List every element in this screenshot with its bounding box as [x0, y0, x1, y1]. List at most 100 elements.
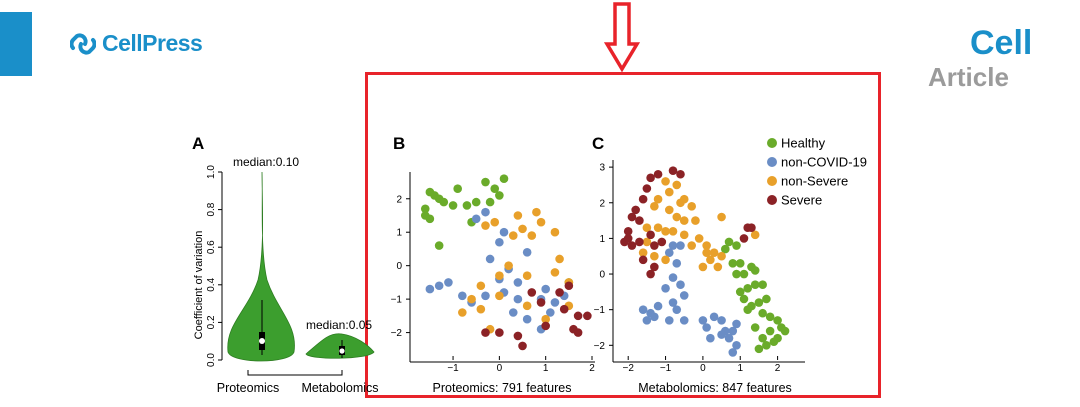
b-point-severe [518, 341, 527, 351]
c-point-non-severe [702, 241, 711, 250]
c-point-non-covid-19 [698, 316, 708, 325]
c-y-tick-label: 2 [599, 198, 605, 209]
c-point-severe [646, 230, 655, 240]
c-point-healthy [754, 344, 764, 354]
legend-swatch-non-covid-19 [767, 157, 777, 167]
median-label-proteomics: median:0.10 [233, 155, 299, 169]
c-point-non-severe [672, 180, 682, 190]
b-point-healthy [430, 191, 439, 200]
b-point-healthy [434, 241, 444, 250]
b-point-severe [527, 288, 537, 297]
b-point-healthy [490, 184, 500, 194]
b-point-severe [559, 304, 569, 314]
c-point-non-covid-19 [661, 283, 670, 293]
c-point-non-severe [668, 226, 678, 236]
c-point-non-covid-19 [650, 312, 659, 322]
c-point-non-severe [702, 248, 711, 257]
c-point-non-covid-19 [732, 341, 741, 350]
b-point-non-covid-19 [485, 254, 495, 264]
b-point-non-severe [522, 271, 532, 281]
a-y-tick-label: 0.0 [206, 353, 217, 367]
metabolomics-violin [305, 333, 375, 359]
b-point-non-severe [522, 301, 532, 311]
b-point-non-severe [458, 308, 467, 317]
c-point-severe [646, 269, 655, 279]
c-point-severe [638, 255, 648, 265]
c-point-healthy [758, 333, 767, 343]
c-point-non-covid-19 [664, 248, 674, 257]
c-point-non-covid-19 [668, 241, 678, 250]
b-point-non-covid-19 [481, 291, 490, 301]
b-point-non-severe [467, 294, 476, 304]
b-point-non-severe [476, 281, 486, 291]
b-point-healthy [453, 184, 462, 194]
link-icon [70, 32, 96, 55]
b-point-non-severe [495, 291, 504, 301]
c-point-non-covid-19 [668, 273, 678, 282]
c-point-non-severe [672, 212, 682, 222]
b-point-non-covid-19 [444, 278, 453, 287]
panel-a: A Coefficient of variation 0.00.20.40.60… [192, 134, 379, 395]
b-point-non-covid-19 [425, 284, 435, 294]
b-point-healthy [485, 197, 495, 207]
c-x-tick-label: 0 [700, 363, 706, 374]
b-point-non-severe [532, 207, 541, 217]
c-point-severe [627, 241, 637, 250]
b-point-non-covid-19 [481, 207, 490, 217]
b-point-non-covid-19 [499, 227, 509, 237]
c-point-non-severe [664, 187, 674, 197]
c-point-non-covid-19 [709, 312, 719, 322]
panel-c-label: C [592, 134, 604, 153]
panel-c: C −2 −1 0 1 2 −2 −1 0 1 2 3 Metabolomics: 847 feat… [592, 134, 867, 395]
c-point-non-severe [642, 223, 652, 233]
b-x-tick-label: −1 [447, 363, 459, 374]
c-point-healthy [739, 269, 749, 279]
b-x-tick-label: 0 [497, 363, 503, 374]
b-point-healthy [499, 174, 509, 183]
legend-label-healthy: Healthy [781, 136, 826, 151]
legend-label-non-covid-19: non-COVID-19 [781, 155, 867, 170]
c-point-healthy [750, 266, 760, 275]
c-point-non-severe [706, 255, 715, 265]
b-point-non-covid-19 [471, 214, 481, 224]
c-point-severe [642, 184, 652, 193]
b-point-non-covid-19 [458, 291, 467, 301]
b-point-non-severe [495, 271, 504, 281]
c-point-healthy [732, 269, 741, 279]
b-point-severe [541, 321, 550, 331]
c-y-tick-label: −1 [594, 305, 606, 316]
c-y-tick-label: −2 [594, 341, 606, 352]
c-point-non-covid-19 [706, 333, 715, 343]
c-point-severe [631, 205, 640, 215]
c-point-non-covid-19 [676, 280, 685, 290]
c-point-severe [627, 212, 637, 222]
c-point-healthy [765, 326, 775, 336]
c-point-severe [650, 241, 659, 250]
b-points [420, 174, 592, 351]
c-point-healthy [773, 316, 782, 325]
c-point-non-severe [653, 194, 663, 204]
b-point-non-severe [536, 217, 546, 227]
b-point-non-severe [550, 268, 560, 277]
b-y-tick-label: −1 [391, 295, 403, 306]
b-point-severe [564, 281, 574, 291]
b-point-non-severe [541, 314, 550, 324]
c-point-severe [623, 234, 633, 243]
b-point-non-covid-19 [508, 308, 518, 317]
c-point-healthy [773, 333, 782, 343]
c-point-severe [657, 237, 667, 247]
c-point-severe [635, 216, 644, 225]
c-point-non-covid-19 [672, 305, 682, 314]
c-point-healthy [754, 298, 764, 307]
c-point-non-severe [650, 251, 659, 261]
c-y-tick-label: 1 [599, 234, 605, 245]
c-point-severe [623, 226, 633, 236]
b-point-severe [536, 298, 546, 307]
b-point-non-covid-19 [434, 281, 444, 291]
a-y-tick-label: 0.6 [206, 240, 217, 254]
panel-b: B −1 0 1 2 −2 −1 0 1 2 Proteomics: 791 features [391, 134, 596, 395]
c-point-non-severe [687, 202, 696, 211]
c-point-non-covid-19 [702, 323, 711, 332]
median-label-metabolomics: median:0.05 [306, 318, 372, 332]
